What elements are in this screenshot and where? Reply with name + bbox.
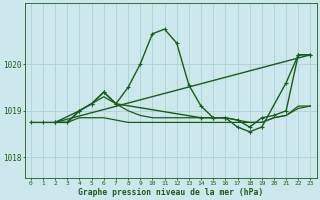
X-axis label: Graphe pression niveau de la mer (hPa): Graphe pression niveau de la mer (hPa) [78,188,263,197]
